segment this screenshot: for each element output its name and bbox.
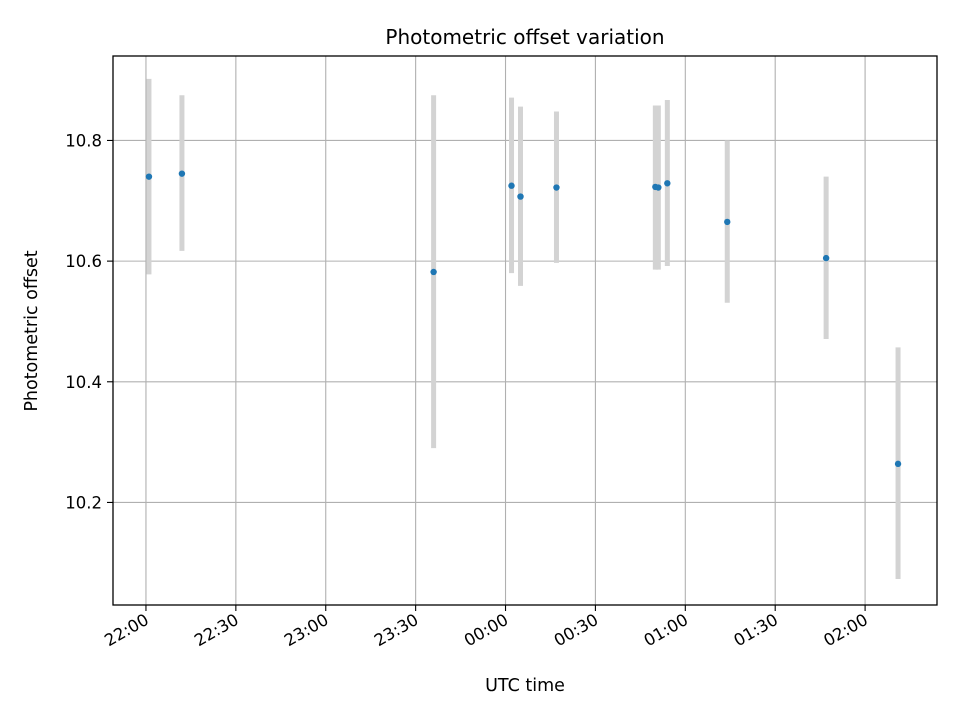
data-point bbox=[664, 180, 671, 187]
x-tick-label: 00:30 bbox=[551, 610, 602, 650]
y-tick-label: 10.6 bbox=[65, 252, 102, 271]
data-point bbox=[508, 182, 515, 189]
y-tick-label: 10.4 bbox=[65, 373, 102, 392]
data-point bbox=[517, 193, 524, 200]
plot-frame bbox=[112, 55, 938, 606]
x-tick-label: 23:00 bbox=[281, 610, 332, 650]
y-tick-label: 10.8 bbox=[65, 131, 102, 150]
data-point bbox=[655, 184, 662, 191]
data-point bbox=[145, 173, 153, 180]
error-bars bbox=[146, 78, 901, 580]
data-point bbox=[894, 460, 902, 468]
data-point bbox=[724, 218, 731, 226]
data-point bbox=[178, 170, 186, 177]
x-tick-label: 22:30 bbox=[191, 610, 242, 650]
x-tick-label: 01:30 bbox=[731, 610, 782, 650]
x-axis-label: UTC time bbox=[485, 676, 565, 696]
data-points bbox=[145, 170, 902, 468]
x-axis-ticks: 22:00 22:30 23:00 23:30 00:00 00:30 01:00 01:30… bbox=[101, 605, 871, 650]
x-tick-label: 22:00 bbox=[101, 610, 152, 650]
y-tick-label: 10.2 bbox=[65, 493, 102, 512]
x-tick-label: 01:00 bbox=[641, 610, 692, 650]
x-tick-label: 00:00 bbox=[461, 610, 512, 650]
x-tick-label: 23:30 bbox=[371, 610, 422, 650]
x-tick-label: 02:00 bbox=[820, 610, 871, 650]
grid bbox=[113, 56, 937, 605]
chart-title: Photometric offset variation bbox=[385, 25, 664, 49]
y-axis-label: Photometric offset bbox=[22, 250, 42, 411]
data-point bbox=[430, 268, 437, 276]
data-point bbox=[553, 184, 560, 191]
y-axis-ticks: 10.2 10.4 10.6 10.8 bbox=[65, 131, 113, 512]
data-point bbox=[822, 254, 830, 262]
